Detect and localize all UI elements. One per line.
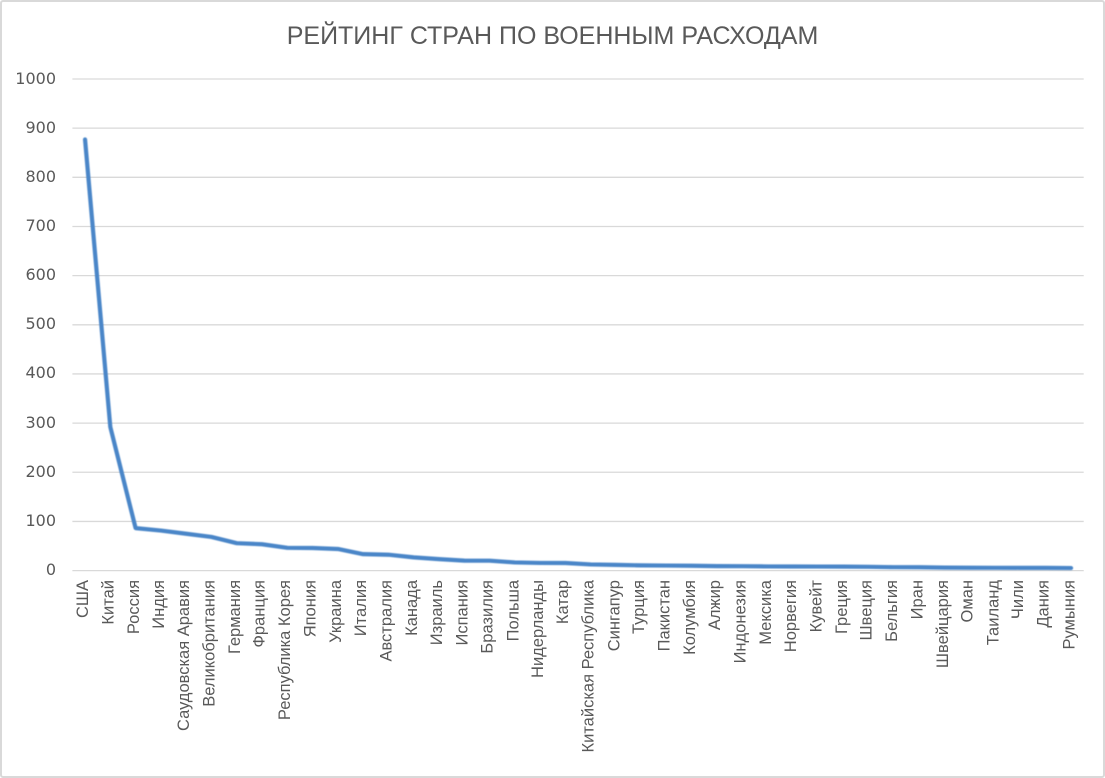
x-category-label: Кувейт — [807, 580, 826, 633]
x-category-label: Дания — [1034, 580, 1053, 628]
y-tick-label: 500 — [25, 314, 56, 334]
x-category-label: Нидерланды — [529, 580, 548, 678]
x-category-label: Норвегия — [781, 580, 800, 653]
x-category-label: Колумбия — [680, 580, 699, 655]
x-category-label: Пакистан — [655, 580, 674, 652]
x-category-label: Канада — [402, 580, 421, 636]
x-category-label: Оман — [958, 580, 977, 623]
y-tick-label: 700 — [25, 215, 56, 235]
y-tick-label: 900 — [25, 117, 56, 137]
y-tick-label: 800 — [25, 166, 56, 186]
x-category-label: Украина — [326, 580, 345, 643]
x-category-label: Бельгия — [883, 580, 902, 642]
y-tick-label: 200 — [25, 461, 56, 481]
y-tick-label: 100 — [25, 510, 56, 530]
x-category-label: США — [74, 580, 93, 619]
x-category-label: Китайская Республика — [579, 580, 598, 753]
x-category-label: Россия — [124, 580, 143, 635]
x-category-label: Сингапур — [604, 580, 623, 652]
y-tick-label: 0 — [45, 560, 56, 580]
y-tick-label: 400 — [25, 363, 56, 383]
x-category-label: Израиль — [428, 580, 446, 646]
x-category-label: Катар — [554, 580, 573, 625]
gridlines — [72, 78, 1084, 572]
x-category-label: Испания — [453, 580, 472, 646]
y-tick-label: 600 — [25, 265, 56, 285]
x-category-label: Китай — [99, 580, 118, 625]
chart-title: РЕЙТИНГ СТРАН ПО ВОЕННЫМ РАСХОДАМ — [286, 22, 819, 50]
y-tick-label: 300 — [25, 412, 56, 432]
x-category-label: Мексика — [756, 580, 775, 645]
x-category-label: Германия — [225, 580, 244, 654]
x-category-label: Швеция — [857, 580, 876, 641]
x-category-label: Турция — [630, 580, 649, 634]
series-line — [82, 137, 1074, 571]
x-category-label: Румыния — [1060, 580, 1079, 650]
x-category-label: Швейцария — [933, 580, 952, 669]
y-tick-label: 1000 — [15, 68, 56, 88]
x-category-label: Республика Корея — [276, 580, 295, 721]
x-category-label: Таиланд — [984, 580, 1003, 646]
x-category-label: Чили — [1009, 580, 1028, 620]
x-category-label: Италия — [352, 580, 371, 637]
x-category-label: Индонезия — [731, 580, 750, 664]
x-category-label: Бразилия — [478, 580, 497, 654]
x-category-label: Франция — [251, 580, 270, 648]
x-category-label: Греция — [832, 580, 851, 634]
x-category-label: Индия — [149, 580, 168, 629]
x-category-label: Австралия — [377, 580, 396, 662]
x-category-label: Саудовская Аравия — [175, 580, 194, 731]
x-category-label: Великобритания — [200, 580, 219, 707]
x-category-label: Япония — [301, 580, 320, 638]
x-category-label: Алжир — [706, 580, 725, 631]
x-category-label: Польша — [503, 580, 522, 642]
x-category-label: Иран — [908, 580, 927, 620]
